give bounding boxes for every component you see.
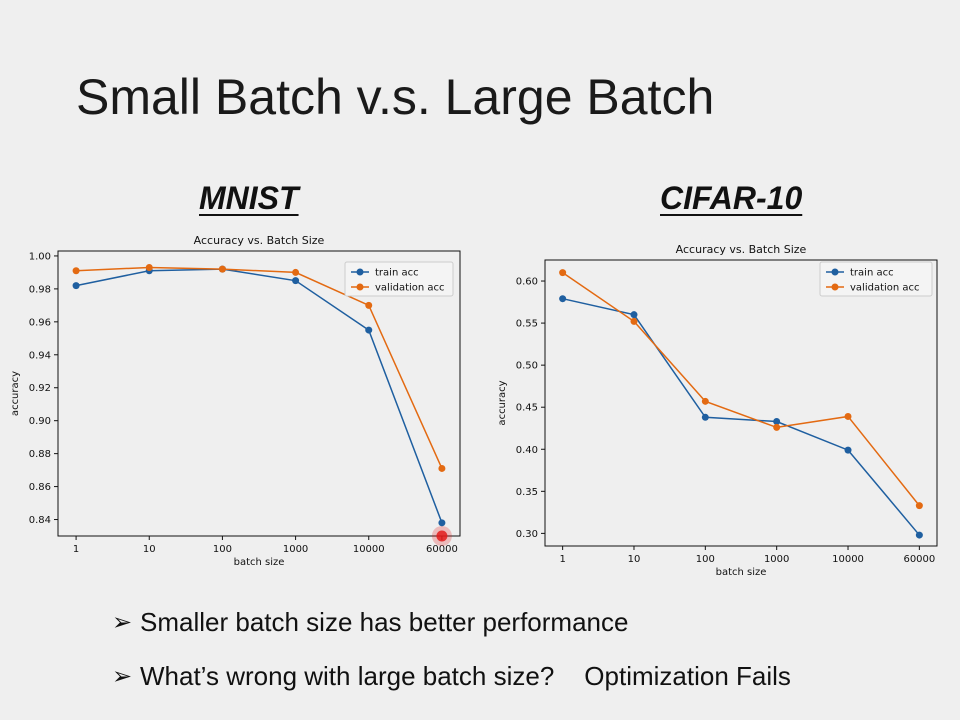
data-point-train [72, 282, 80, 290]
legend-marker [831, 283, 839, 291]
cifar10-accuracy-chart: Accuracy vs. Batch Size 0.30 0.35 0.40 0.45 0… [497, 243, 938, 578]
x-tick-label: 1000 [283, 544, 308, 555]
highlight-marker [436, 530, 448, 542]
data-point-train [915, 531, 923, 539]
series-line-train [75, 268, 443, 524]
bullet-text: Smaller batch size has better performanc… [140, 606, 629, 637]
data-point-train [365, 326, 373, 334]
bullet-answer: Optimization Fails [584, 660, 791, 691]
y-tick-label: 0.98 [29, 284, 51, 295]
x-tick-label: 60000 [426, 544, 458, 555]
data-point-train [630, 311, 638, 319]
y-tick-label: 0.86 [29, 482, 51, 493]
data-point-train [773, 418, 781, 426]
y-tick-label: 1.00 [29, 251, 51, 262]
arrow-bullet-icon: ➢ [112, 662, 133, 690]
slide-title: Small Batch v.s. Large Batch [76, 69, 715, 125]
y-tick-label: 0.92 [29, 383, 51, 394]
legend-marker [831, 268, 839, 276]
data-point-validation [438, 464, 446, 472]
x-tick-label: 10 [628, 554, 641, 565]
plot-frame [544, 259, 938, 547]
data-point-validation [72, 267, 80, 275]
series-line-validation [76, 266, 443, 469]
data-point-validation [630, 317, 638, 325]
y-tick-label: 0.30 [516, 529, 538, 540]
y-tick-label: 0.35 [516, 487, 538, 498]
legend-label: train acc [850, 268, 894, 279]
data-point-validation [292, 268, 300, 276]
data-point-validation [145, 263, 153, 271]
bullet-list: ➢ Smaller batch size has better performa… [112, 595, 791, 703]
chart-title: Accuracy vs. Batch Size [194, 234, 325, 247]
series-line-train [562, 297, 920, 536]
bullet-text: What’s wrong with large batch size? [140, 660, 555, 691]
x-tick-label: 10000 [353, 544, 385, 555]
legend-marker [356, 268, 364, 276]
x-tick-label: 100 [696, 554, 715, 565]
y-tick-label: 0.94 [29, 350, 51, 361]
arrow-bullet-icon: ➢ [112, 608, 133, 636]
y-tick-label: 0.96 [29, 317, 51, 328]
x-tick-label: 1 [73, 544, 79, 555]
x-tick-label: 10000 [832, 554, 864, 565]
y-tick-label: 0.60 [516, 277, 538, 288]
bullet-item: ➢ What’s wrong with large batch size? Op… [112, 649, 791, 703]
data-point-validation [701, 397, 709, 405]
legend-label: train acc [375, 268, 419, 279]
plot-frame [57, 250, 461, 537]
x-axis-label: batch size [716, 567, 767, 578]
x-tick-label: 60000 [903, 554, 935, 565]
legend-box [819, 261, 933, 297]
data-point-train [844, 446, 852, 454]
x-tick-label: 10 [143, 544, 156, 555]
y-tick-label: 0.45 [516, 403, 538, 414]
y-axis-label: accuracy [10, 371, 21, 416]
legend-label: validation acc [850, 283, 920, 294]
data-point-validation [365, 301, 373, 309]
x-tick-label: 100 [213, 544, 232, 555]
data-point-train [559, 295, 567, 303]
y-tick-label: 0.90 [29, 416, 51, 427]
chart-title: Accuracy vs. Batch Size [676, 243, 807, 256]
cifar10-label: CIFAR-10 [660, 180, 803, 216]
data-point-validation [559, 269, 567, 277]
data-point-validation [773, 423, 781, 431]
legend-label: validation acc [375, 283, 445, 294]
data-point-validation [218, 265, 226, 273]
data-point-validation [844, 412, 852, 420]
data-point-train [292, 277, 300, 285]
y-tick-label: 0.50 [516, 361, 538, 372]
x-tick-label: 1 [559, 554, 565, 565]
mnist-label: MNIST [199, 180, 299, 216]
legend-marker [356, 283, 364, 291]
legend-box [344, 261, 454, 297]
y-tick-label: 0.88 [29, 449, 51, 460]
y-tick-label: 0.40 [516, 445, 538, 456]
y-axis-label: accuracy [497, 380, 508, 425]
data-point-train [701, 413, 709, 421]
y-tick-label: 0.84 [29, 515, 51, 526]
data-point-train [438, 519, 446, 527]
x-axis-label: batch size [234, 557, 285, 568]
series-line-validation [562, 271, 920, 507]
data-point-validation [915, 502, 923, 510]
bullet-item: ➢ Smaller batch size has better performa… [112, 595, 791, 649]
y-tick-label: 0.55 [516, 319, 538, 330]
mnist-accuracy-chart: Accuracy vs. Batch Size 0.84 0.86 0.88 0.90 0… [10, 234, 461, 568]
x-tick-label: 1000 [764, 554, 789, 565]
